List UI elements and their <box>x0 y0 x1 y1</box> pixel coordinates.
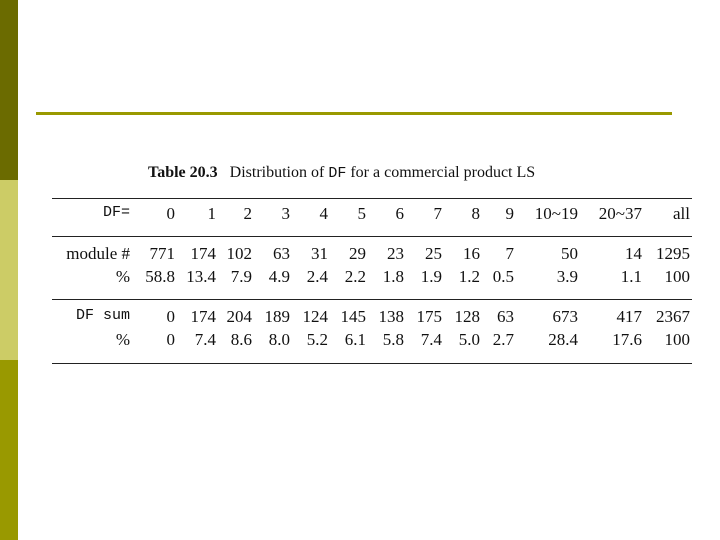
table-cell: 2367 <box>656 307 690 326</box>
table-cell: 189 <box>264 307 291 326</box>
header-row: DF= 0 1 2 3 4 5 6 7 8 9 10~19 20~37 all <box>52 204 692 226</box>
df-sum-percent-row: % 0 7.4 8.6 8.0 5.2 6.1 5.8 7.4 5.0 2.7 28.4 17.6 100 <box>52 330 692 352</box>
table-cell: 5.2 <box>306 330 328 349</box>
table-cell: 28.4 <box>548 330 578 349</box>
table-cell: 16 <box>463 244 480 263</box>
sidebar-accent <box>0 0 18 540</box>
table-cell: 0.5 <box>492 267 514 286</box>
table-cell: 0 <box>166 330 176 349</box>
df-sum-row: DF sum 0 174 204 189 124 145 138 175 128 63 673 417 2… <box>52 307 692 329</box>
table-cell: 8 <box>471 204 481 223</box>
table-cell: 4.9 <box>268 267 290 286</box>
table-cell: 9 <box>505 204 515 223</box>
caption-mono-term: DF <box>328 165 347 182</box>
table-cell: 7 <box>505 244 515 263</box>
table-cell: 124 <box>302 307 329 326</box>
table-cell: 3 <box>281 204 291 223</box>
table-rule-header <box>52 236 692 237</box>
table-cell: 7.9 <box>230 267 252 286</box>
table-cell: 10~19 <box>534 204 578 223</box>
table-cell: 2.4 <box>306 267 328 286</box>
table-cell: 29 <box>349 244 366 263</box>
table-cell: 174 <box>190 307 217 326</box>
table-caption: Table 20.3 Distribution of DF for a comme… <box>148 164 535 182</box>
table-cell: 100 <box>664 267 691 286</box>
sidebar-segment-top <box>0 0 18 180</box>
table-cell: 1 <box>207 204 217 223</box>
table-cell: 771 <box>149 244 176 263</box>
table-cell: 1.9 <box>420 267 442 286</box>
table-cell: 1.1 <box>620 267 642 286</box>
table-cell: 63 <box>273 244 290 263</box>
table-cell: 2.2 <box>344 267 366 286</box>
table-cell: 14 <box>625 244 642 263</box>
table-cell: 8.6 <box>230 330 252 349</box>
sidebar-segment-bottom <box>0 360 18 540</box>
row-label: DF= <box>102 204 130 221</box>
table-rule-top <box>52 198 692 199</box>
table-cell: 1295 <box>656 244 690 263</box>
table-cell: 174 <box>190 244 217 263</box>
table-cell: 31 <box>311 244 328 263</box>
table-cell: 2 <box>243 204 253 223</box>
table-cell: 20~37 <box>598 204 642 223</box>
sidebar-segment-middle <box>0 180 18 360</box>
table-cell: 1.2 <box>458 267 480 286</box>
row-label: module # <box>66 244 130 263</box>
table-cell: 138 <box>378 307 405 326</box>
table-cell: 175 <box>416 307 443 326</box>
caption-text-after: for a commercial product LS <box>346 164 536 181</box>
table-cell: 128 <box>454 307 481 326</box>
table-cell: 145 <box>340 307 367 326</box>
module-percent-row: % 58.8 13.4 7.9 4.9 2.4 2.2 1.8 1.9 1.2 0.5 3.9 1.1 1… <box>52 267 692 289</box>
title-underline <box>36 112 672 115</box>
table-cell: 0 <box>166 204 176 223</box>
table-cell: 2.7 <box>492 330 514 349</box>
table-cell: 1.8 <box>382 267 404 286</box>
table-cell: 4 <box>319 204 329 223</box>
table-cell: 7.4 <box>420 330 442 349</box>
table-cell: 417 <box>616 307 643 326</box>
module-count-row: module # 771 174 102 63 31 29 23 25 16 7 50 14 1295 <box>52 244 692 266</box>
table-cell: 63 <box>497 307 514 326</box>
table-cell: 23 <box>387 244 404 263</box>
table-cell: 7.4 <box>194 330 216 349</box>
table-rule-middle <box>52 299 692 300</box>
caption-text-before: Distribution of <box>229 164 329 181</box>
table-cell: 6 <box>395 204 405 223</box>
row-label: DF sum <box>75 307 130 324</box>
table-cell: 102 <box>226 244 253 263</box>
table-number: Table 20.3 <box>148 164 218 181</box>
table-cell: 3.9 <box>556 267 578 286</box>
table-cell: 100 <box>664 330 691 349</box>
row-label: % <box>115 267 130 286</box>
table-cell: 5 <box>357 204 367 223</box>
table-cell: 8.0 <box>268 330 290 349</box>
table-cell: 17.6 <box>612 330 642 349</box>
row-label: % <box>115 330 130 349</box>
table-rule-bottom <box>52 363 692 364</box>
table-cell: 5.8 <box>382 330 404 349</box>
table-cell: 673 <box>552 307 579 326</box>
table-cell: 25 <box>425 244 442 263</box>
table-cell: 6.1 <box>344 330 366 349</box>
table-cell: 7 <box>433 204 443 223</box>
table-cell: 0 <box>166 307 176 326</box>
table-cell: 5.0 <box>458 330 480 349</box>
table-cell: all <box>673 204 690 223</box>
table-cell: 50 <box>561 244 578 263</box>
table-cell: 58.8 <box>145 267 175 286</box>
table-cell: 204 <box>226 307 253 326</box>
table-cell: 13.4 <box>186 267 216 286</box>
